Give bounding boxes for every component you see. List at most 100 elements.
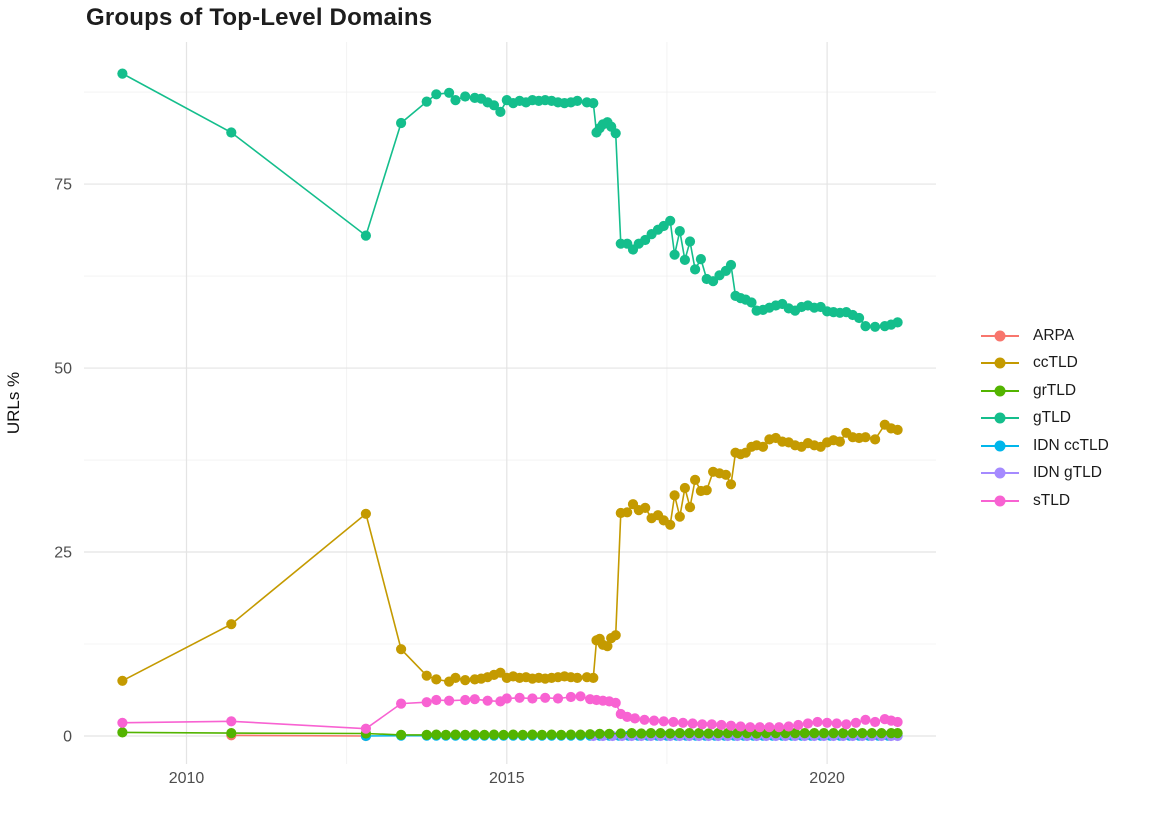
series-cctld (117, 419, 903, 687)
data-point (693, 728, 705, 739)
y-tick-label: 75 (54, 177, 72, 194)
data-point (629, 713, 641, 724)
data-point (117, 717, 128, 728)
series-line-cctld (122, 423, 898, 683)
legend-key-dot (994, 440, 1006, 452)
legend-item-cctld: ccTLD (981, 350, 1109, 378)
data-point (841, 719, 852, 730)
data-point (396, 729, 407, 741)
legend-item-idn-cctld: IDN ccTLD (981, 432, 1109, 460)
data-point (716, 719, 727, 731)
data-point (622, 711, 633, 723)
data-point (498, 729, 509, 741)
legend-key-icon (981, 412, 1019, 425)
data-point (588, 672, 599, 684)
data-point (892, 424, 903, 435)
data-point (725, 479, 737, 490)
data-point (892, 317, 903, 328)
data-point (812, 716, 823, 728)
data-point (585, 729, 596, 740)
data-point (860, 714, 871, 725)
data-point (745, 722, 756, 733)
y-axis-title: URLs % (4, 372, 23, 434)
data-point (460, 91, 471, 102)
data-point (892, 728, 903, 739)
data-point (870, 321, 881, 332)
data-point (610, 630, 621, 641)
data-point (822, 717, 833, 728)
data-point (774, 722, 785, 733)
legend-key-icon (981, 329, 1019, 342)
legend-label: IDN gTLD (1033, 464, 1102, 482)
data-point (460, 675, 471, 686)
data-point (602, 641, 613, 652)
data-point (876, 728, 887, 739)
data-point (495, 106, 506, 117)
data-point (572, 95, 583, 106)
data-point (725, 720, 737, 731)
data-point (669, 249, 680, 260)
legend-key-dot (994, 495, 1006, 507)
legend-key-icon (981, 439, 1019, 452)
data-point (546, 729, 557, 740)
data-point (870, 434, 881, 445)
data-point (450, 95, 461, 106)
data-point (508, 729, 519, 740)
data-point (431, 694, 442, 706)
data-point (860, 432, 871, 443)
data-point (674, 226, 685, 237)
legend-key-dot (994, 330, 1006, 342)
data-point (501, 693, 512, 704)
data-point (575, 729, 586, 740)
data-point (421, 697, 432, 708)
data-point (706, 719, 717, 730)
gridlines-major (84, 42, 936, 764)
data-point (828, 728, 839, 739)
gridlines-minor (84, 42, 936, 764)
data-point (818, 728, 830, 739)
data-point (444, 695, 455, 706)
data-point (857, 728, 868, 739)
data-point (610, 128, 621, 139)
data-point (757, 441, 769, 452)
x-tick-label: 2010 (169, 770, 205, 787)
data-point (679, 482, 691, 494)
data-point (360, 230, 371, 241)
data-point (783, 721, 794, 732)
data-point (421, 729, 432, 741)
series-gtld (117, 68, 903, 332)
legend-key-icon (981, 357, 1019, 370)
data-point (665, 215, 676, 226)
y-tick-label: 50 (54, 361, 72, 378)
data-point (226, 716, 237, 727)
data-point (866, 728, 878, 739)
data-point (847, 728, 858, 739)
legend-item-idn-gtld: IDN gTLD (981, 460, 1109, 488)
data-point (488, 729, 500, 740)
legend-key-dot (994, 385, 1006, 397)
data-point (684, 502, 696, 513)
data-point (421, 96, 432, 107)
legend-key-icon (981, 384, 1019, 397)
data-point (565, 729, 577, 740)
data-point (396, 698, 407, 709)
data-point (431, 729, 442, 740)
data-point (677, 717, 689, 728)
data-point (850, 717, 862, 728)
data-point (695, 254, 707, 265)
data-point (636, 728, 647, 739)
legend-label: gTLD (1033, 409, 1071, 427)
data-point (892, 716, 903, 728)
data-point (479, 729, 490, 741)
legend-key-icon (981, 467, 1019, 480)
data-point (831, 718, 842, 729)
data-point (649, 715, 660, 726)
data-point (854, 312, 865, 324)
data-point (870, 716, 881, 728)
legend: ARPA ccTLD grTLD gTLD IDN ccTLD IDN gTLD sTLD (981, 322, 1109, 515)
data-point (440, 729, 451, 741)
axis-tick-labels: 2010 2015 2020 0 25 50 75 (54, 177, 845, 787)
data-point (588, 98, 599, 109)
data-point (764, 722, 775, 733)
data-point (655, 728, 666, 739)
